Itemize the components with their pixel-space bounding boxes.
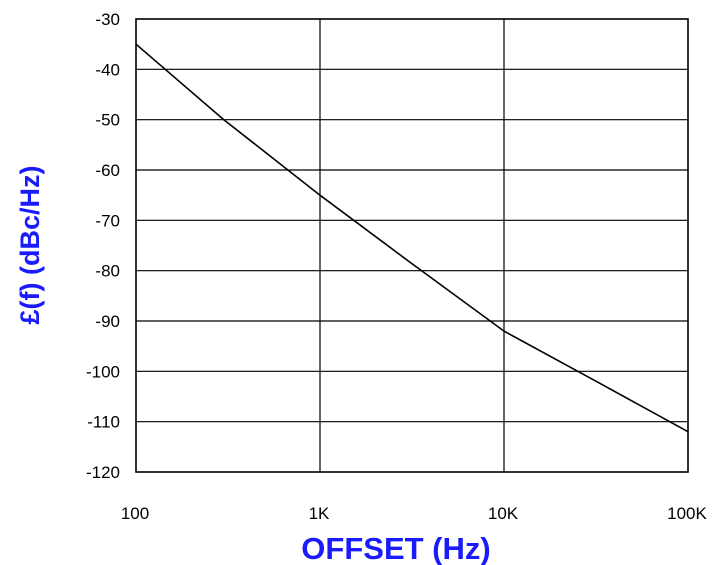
x-axis-title: OFFSET (Hz) <box>301 531 490 565</box>
y-tick-label: -120 <box>86 463 120 482</box>
y-tick-label: -100 <box>86 362 120 381</box>
x-tick-label: 1K <box>309 504 330 523</box>
y-tick-labels: -30 -40 -50 -60 -70 -80 -90 -100 -110 -120 <box>86 10 120 482</box>
y-tick-label: -30 <box>95 10 120 29</box>
y-tick-label: -110 <box>87 413 120 432</box>
y-axis-title: £(f) (dBc/Hz) <box>15 166 45 325</box>
plot-area-frame <box>135 18 689 473</box>
y-tick-label: -90 <box>95 312 120 331</box>
x-tick-labels: 100 1K 10K 100K <box>121 504 708 523</box>
y-tick-label: -50 <box>95 111 120 130</box>
y-tick-label: -80 <box>95 262 120 281</box>
series-line <box>135 43 689 433</box>
grid-lines <box>136 19 688 472</box>
x-tick-label: 100K <box>667 504 707 523</box>
x-tick-label: 100 <box>121 504 149 523</box>
y-tick-label: -60 <box>95 161 120 180</box>
x-tick-label: 10K <box>488 504 519 523</box>
y-tick-label: -70 <box>95 211 120 230</box>
series-layer <box>135 43 689 433</box>
y-tick-label: -40 <box>95 60 120 79</box>
